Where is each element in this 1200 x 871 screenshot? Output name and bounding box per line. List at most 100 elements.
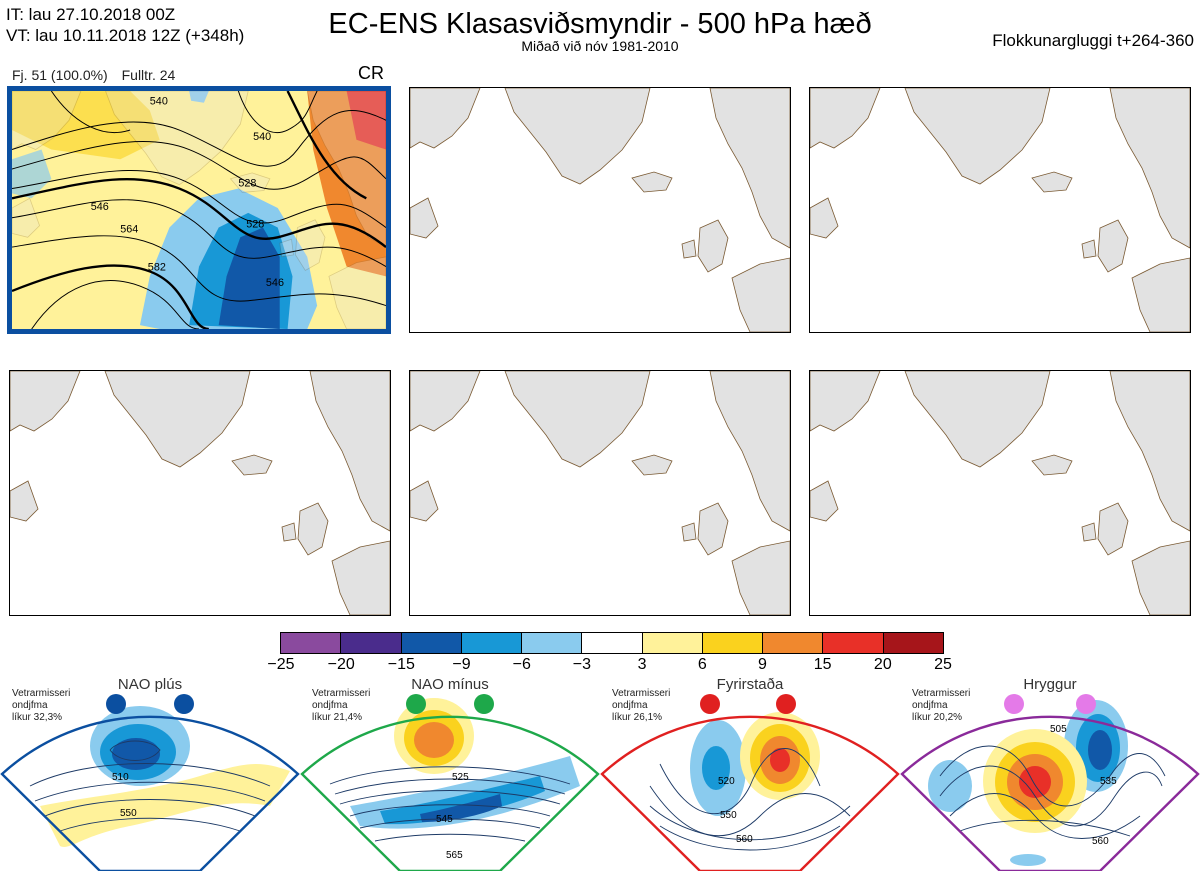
regime-contour-label: 525 [452, 772, 469, 783]
colorbar-tick-label: 25 [934, 656, 952, 673]
cluster-map-3[interactable] [809, 87, 1191, 333]
colorbar-segment [341, 633, 402, 653]
regime-season: Vetrarmisseri [312, 688, 371, 699]
page-subtitle: Miðað við nóv 1981-2010 [521, 38, 679, 54]
anomaly-map-1: 540 540 528 528 546 564 582 546 [12, 91, 386, 329]
colorbar-segment [763, 633, 824, 653]
regime-info: Vetrarmisseri ondjfma líkur 20,2% [912, 688, 970, 724]
regime-title: NAO mínus [411, 676, 489, 693]
cluster-map-6[interactable] [809, 370, 1191, 616]
regime-code: CR [358, 63, 384, 83]
colorbar-tick-label: −3 [572, 656, 592, 673]
regime-probability: líkur 26,1% [612, 712, 663, 723]
colorbar-tick-label: 6 [697, 656, 707, 673]
regime-contour-label: 550 [120, 808, 137, 819]
colorbar-segment [883, 633, 943, 653]
regime-contour-label: 550 [720, 810, 737, 821]
colorbar-tick-label: −6 [512, 656, 531, 673]
regime-map-nao-plus: 510 550 [0, 694, 300, 871]
cluster-map-4[interactable] [9, 370, 391, 616]
contour-label: 546 [91, 201, 109, 213]
regime-contour-label: 545 [436, 814, 453, 825]
contour-label: 564 [120, 223, 138, 235]
regime-info: Vetrarmisseri ondjfma líkur 26,1% [612, 688, 670, 724]
cluster-info: Fj. 51 (100.0%) Fulltr. 24 [12, 67, 185, 83]
regime-title: NAO plús [117, 676, 183, 693]
regime-season: Vetrarmisseri [612, 688, 671, 699]
colorbar-tick-label: 20 [873, 656, 892, 673]
regime-border [600, 715, 900, 871]
regime-blocking[interactable]: 520 550 560 Fyrirstaða Vetrarmisseri ond… [600, 676, 900, 871]
regime-dot [174, 694, 194, 714]
colorbar-tick-label: 15 [813, 656, 832, 673]
regime-probability: líkur 20,2% [912, 712, 963, 723]
member-count: Fj. 51 (100.0%) [12, 67, 108, 83]
classification-window: Flokkunargluggi t+264-360 [992, 31, 1194, 50]
empty-map-6 [810, 371, 1190, 615]
regime-ridge[interactable]: 505 535 560 Hryggur Vetrarmisseri ondjfm… [900, 676, 1200, 871]
regime-contour-label: 505 [1050, 724, 1067, 735]
regime-contour-label: 535 [1100, 776, 1117, 787]
contour-label: 528 [238, 178, 256, 190]
colorbar-segment [582, 633, 643, 653]
colorbar-tick-label: −9 [452, 656, 471, 673]
regime-title: Hryggur [1023, 676, 1077, 693]
regime-info: Vetrarmisseri ondjfma líkur 21,4% [312, 688, 370, 724]
contour-label: 546 [266, 277, 284, 289]
colorbar-tick-label: −20 [327, 656, 355, 673]
regime-dot [1076, 694, 1096, 714]
regime-dot [106, 694, 126, 714]
cluster-map-2[interactable] [409, 87, 791, 333]
regime-contour-label: 565 [446, 850, 463, 861]
regime-dot [1004, 694, 1024, 714]
colorbar-segment [702, 633, 764, 653]
colorbar-segment [642, 633, 703, 653]
representative-member: Fulltr. 24 [121, 67, 176, 83]
colorbar-segment [461, 633, 523, 653]
regime-border [300, 715, 600, 871]
colorbar-segment [401, 633, 462, 653]
regime-map-nao-minus: 525 545 565 [300, 694, 600, 871]
regime-contour-label: 560 [736, 834, 753, 845]
colorbar-tick-label: −25 [267, 656, 295, 673]
colorbar-tick-label: 9 [758, 656, 767, 673]
contour-label: 582 [148, 262, 166, 274]
regime-info: Vetrarmisseri ondjfma líkur 32,3% [12, 688, 70, 724]
empty-map-2 [410, 88, 790, 332]
colorbar-segment [522, 633, 583, 653]
regime-title: Fyrirstaða [716, 676, 784, 693]
regime-months: ondjfma [912, 700, 948, 711]
regime-dot [700, 694, 720, 714]
regime-border [0, 715, 300, 871]
colorbar-tick-label: 3 [637, 656, 647, 673]
regime-nao-minus[interactable]: 525 545 565 NAO mínus Vetrarmisseri ondj… [300, 676, 600, 871]
regime-map-ridge: 505 535 560 [900, 694, 1200, 871]
regime-border [900, 715, 1200, 871]
page-title: EC-ENS Klasasviðsmyndir - 500 hPa hæð [328, 8, 872, 40]
contour-label: 540 [150, 96, 168, 108]
regime-contour-label: 510 [112, 772, 129, 783]
cluster-map-1[interactable]: 540 540 528 528 546 564 582 546 [7, 86, 391, 334]
regime-dot [474, 694, 494, 714]
regime-season: Vetrarmisseri [12, 688, 71, 699]
regime-dot [776, 694, 796, 714]
valid-time: VT: lau 10.11.2018 12Z (+348h) [6, 26, 245, 45]
empty-map-4 [10, 371, 390, 615]
regime-dot [406, 694, 426, 714]
regime-contour-label: 520 [718, 776, 735, 787]
regime-map-blocking: 520 550 560 [600, 694, 900, 871]
anomaly-colorbar [280, 632, 944, 654]
colorbar-tick-label: −15 [387, 656, 415, 673]
colorbar-segment [823, 633, 884, 653]
contour-label: 528 [246, 219, 264, 231]
cluster-map-5[interactable] [409, 370, 791, 616]
regime-contour-label: 560 [1092, 836, 1109, 847]
colorbar-segment [281, 633, 342, 653]
regime-nao-plus[interactable]: 510 550 NAO plús Vetrarmisseri ondjfma l… [0, 676, 300, 871]
contour-label: 540 [253, 131, 271, 143]
regime-months: ondjfma [312, 700, 348, 711]
empty-map-3 [810, 88, 1190, 332]
header-info: IT: lau 27.10.2018 00Z VT: lau 10.11.201… [6, 4, 244, 46]
regime-probability: líkur 21,4% [312, 712, 363, 723]
empty-map-5 [410, 371, 790, 615]
